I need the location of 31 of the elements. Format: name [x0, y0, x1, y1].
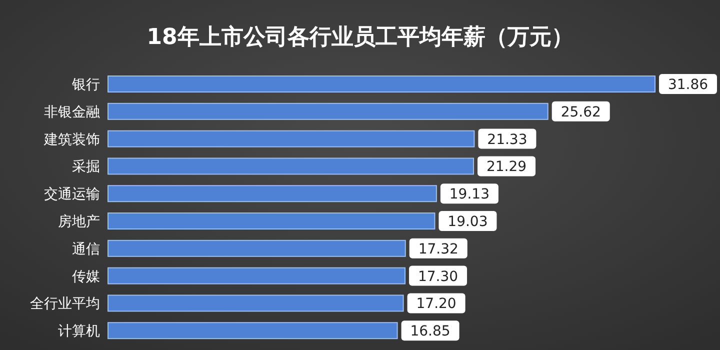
data-label: 19.03: [448, 214, 488, 230]
data-label: 16.85: [410, 324, 450, 340]
bar: [108, 158, 474, 175]
y-tick-label: 全行业平均: [30, 296, 100, 312]
y-tick-label: 房地产: [58, 214, 100, 230]
bar: [108, 185, 437, 202]
bar: [108, 130, 475, 148]
y-tick-label: 银行: [71, 77, 100, 93]
data-label: 21.29: [486, 159, 527, 176]
data-label: 19.13: [449, 186, 490, 203]
bar: [108, 322, 398, 340]
bar: [108, 294, 404, 312]
bar: [108, 212, 436, 230]
chart-title: 18年上市公司各行业员工平均年薪（万元）: [146, 24, 574, 50]
y-tick-label: 交通运输: [44, 186, 100, 203]
bar: [108, 240, 406, 257]
data-label: 21.33: [487, 132, 528, 148]
bar: [108, 76, 656, 92]
data-label: 17.30: [418, 268, 458, 285]
bar: [108, 267, 406, 284]
y-tick-label: 建筑装饰: [43, 132, 100, 148]
data-label: 31.86: [668, 77, 708, 93]
data-label: 17.20: [416, 296, 456, 312]
y-tick-label: 通信: [72, 241, 100, 258]
y-tick-label: 采掘: [72, 159, 100, 176]
y-tick-label: 非银金融: [44, 104, 100, 120]
y-tick-label: 计算机: [58, 324, 100, 340]
data-label: 25.62: [560, 104, 601, 120]
bar: [108, 102, 548, 120]
y-tick-label: 传媒: [72, 268, 100, 285]
data-label: 17.32: [418, 241, 458, 258]
